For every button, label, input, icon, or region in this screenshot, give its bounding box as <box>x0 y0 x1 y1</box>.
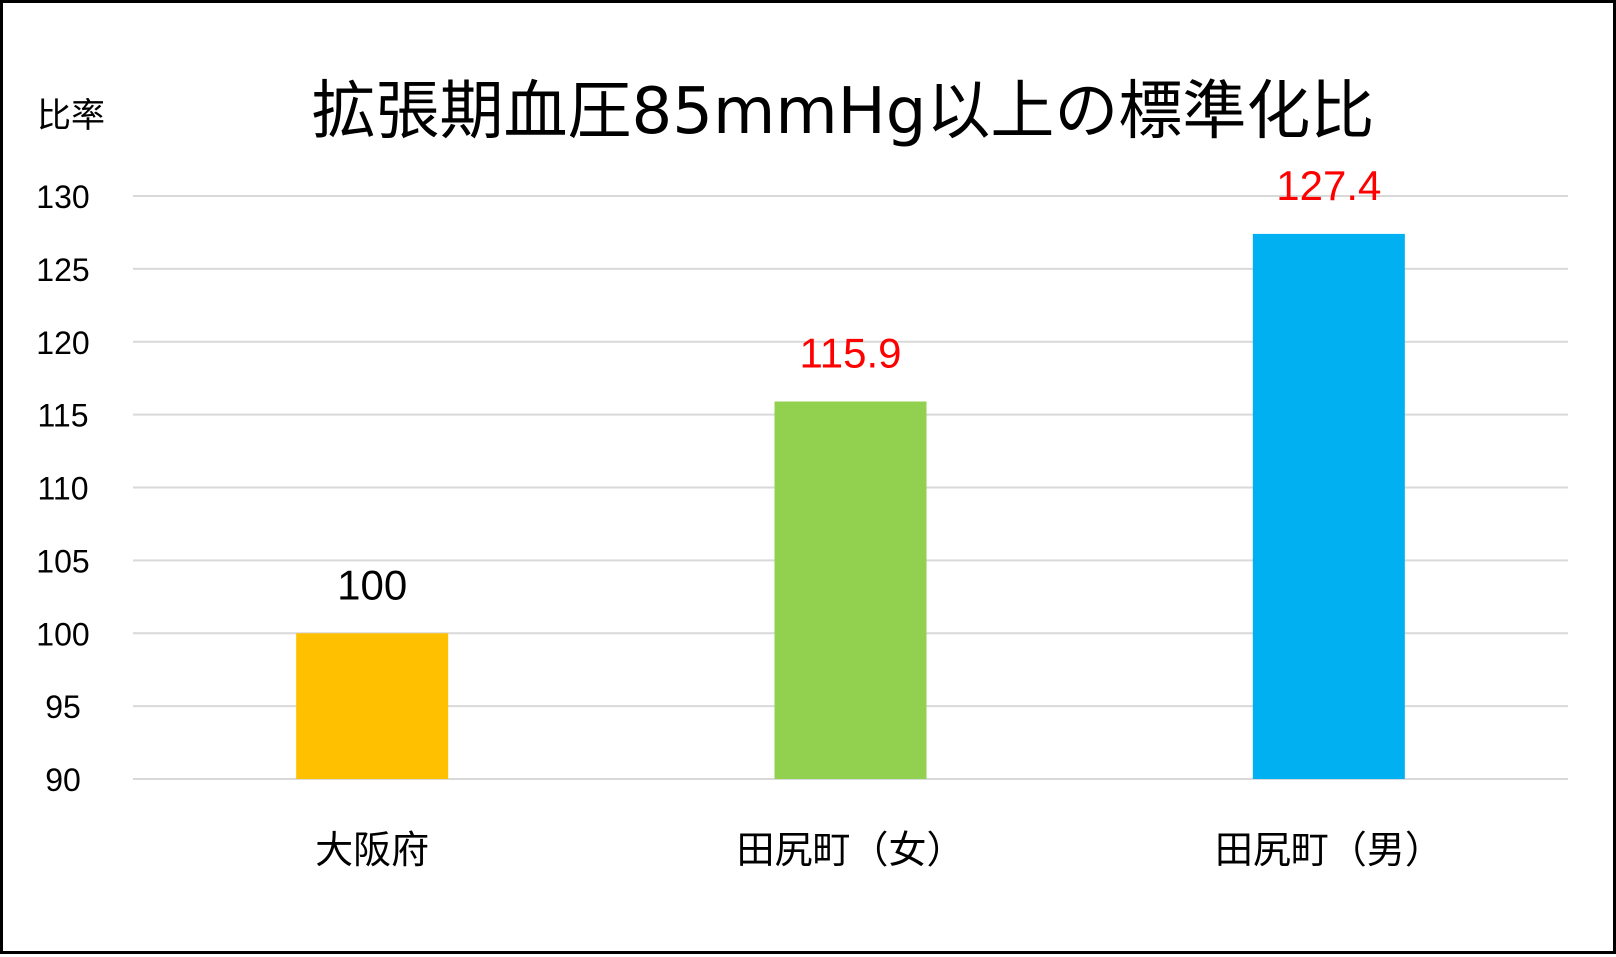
y-tick-label: 125 <box>36 252 89 288</box>
category-label: 田尻町（男） <box>1215 828 1443 872</box>
chart-title: 拡張期血圧85mmHg以上の標準化比 <box>312 75 1375 149</box>
data-labels: 100 115.9 127.4 <box>337 162 1381 608</box>
y-tick-label: 120 <box>36 325 89 361</box>
y-tick-label: 100 <box>36 616 89 652</box>
bar-chart: 拡張期血圧85mmHg以上の標準化比 比率 90 95 100 105 110 115 12… <box>36 75 1568 872</box>
y-axis-label: 比率 <box>37 96 105 136</box>
y-tick-label: 130 <box>36 179 89 215</box>
y-tick-labels: 90 95 100 105 110 115 120 125 130 <box>36 179 89 798</box>
category-label: 大阪府 <box>315 828 429 872</box>
bar-2 <box>774 401 927 779</box>
data-label: 127.4 <box>1276 162 1381 209</box>
y-tick-label: 105 <box>36 543 89 579</box>
bar-3 <box>1252 233 1405 779</box>
bar-1 <box>296 633 449 779</box>
y-tick-label: 90 <box>45 762 81 798</box>
data-label: 100 <box>337 561 407 608</box>
data-label: 115.9 <box>800 330 902 377</box>
category-labels: 大阪府 田尻町（女） 田尻町（男） <box>315 828 1443 872</box>
y-tick-label: 115 <box>37 398 88 434</box>
bars <box>296 233 1405 779</box>
y-tick-label: 110 <box>37 471 88 507</box>
category-label: 田尻町（女） <box>736 828 964 872</box>
y-tick-label: 95 <box>45 689 81 725</box>
